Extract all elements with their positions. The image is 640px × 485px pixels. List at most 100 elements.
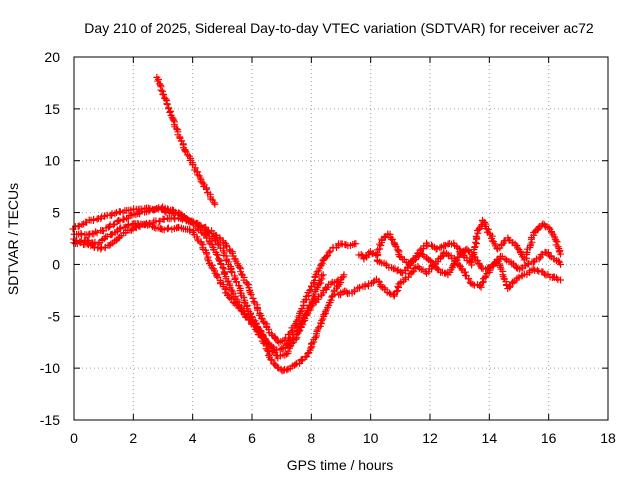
data-point [501,255,509,263]
x-tick-label: 2 [129,430,137,446]
data-point [276,346,284,354]
data-point [156,80,164,88]
data-point [296,320,304,328]
data-point [154,75,162,83]
data-point [236,263,244,271]
data-point [227,267,235,275]
data-point [116,233,124,241]
data-point [524,260,532,268]
data-point [478,279,486,287]
data-point [333,278,341,286]
series-track-e [153,73,219,208]
data-point [334,282,342,290]
data-point [515,265,523,273]
data-point [436,244,444,252]
data-point [213,272,221,280]
data-point [377,242,385,250]
data-point [283,366,291,374]
data-point [184,151,192,159]
data-point [182,148,190,156]
x-axis-label: GPS time / hours [287,457,394,473]
data-point [292,360,300,368]
data-point [318,272,326,280]
chart-title: Day 210 of 2025, Sidereal Day-to-day VTE… [84,20,594,36]
data-point [515,273,523,281]
data-point [311,333,319,341]
data-point [519,253,527,261]
data-point [509,278,516,286]
axis-ticks: 0 2 4 6 8 10 12 14 16 18 -15 -10 -5 0 5 10 15 20 [40,49,616,446]
data-point [486,264,494,272]
data-point [185,217,193,225]
data-point [211,200,219,208]
data-point [356,283,364,291]
data-point [214,240,222,248]
data-point [196,174,204,182]
data-point [203,250,211,258]
data-point [111,210,119,218]
data-point [166,108,174,116]
x-tick-label: 8 [307,430,315,446]
data-point [232,278,240,286]
data-point [478,264,486,272]
data-point [534,224,542,232]
data-point [352,240,360,248]
data-point [228,268,236,276]
data-point [247,313,255,321]
data-point [116,217,124,225]
data-point [393,267,401,275]
data-point [546,252,554,260]
data-point [93,229,101,237]
data-point [533,266,541,274]
y-tick-label: 5 [52,205,60,221]
data-point [380,233,388,241]
x-tick-label: 18 [600,430,616,446]
data-point [432,245,440,253]
data-point [97,245,105,253]
data-point [452,257,460,265]
data-point [78,221,86,229]
data-point [472,232,480,240]
data-point [247,291,255,299]
data-point [170,116,178,124]
series-track-c [70,220,348,375]
data-point [160,215,168,223]
x-tick-label: 4 [189,430,197,446]
data-point [163,100,171,108]
data-point [307,344,315,352]
data-point [263,346,271,354]
data-point [385,289,393,297]
data-point [109,221,117,229]
data-point [262,338,270,346]
data-point [327,296,335,304]
y-tick-label: 0 [52,256,60,272]
data-point [85,231,93,239]
data-point [268,356,276,364]
data-point [506,283,514,291]
data-point [131,223,139,231]
data-point [222,285,230,293]
data-point [217,260,225,268]
series-track-f [335,248,565,300]
data-point [219,264,227,272]
data-point [240,298,248,306]
data-point [321,308,329,316]
data-point [318,317,326,325]
data-point [377,282,385,290]
data-point [145,220,153,228]
data-point [301,353,309,361]
data-point [313,268,321,276]
data-point [76,238,84,246]
data-point [249,295,257,303]
data-point [357,250,365,258]
data-point [181,147,189,155]
grid-lines [74,57,608,420]
y-tick-label: 20 [44,49,60,65]
data-point [392,243,400,250]
data-point [77,230,85,238]
data-point [557,250,565,258]
data-point [250,298,258,306]
data-point [427,257,435,265]
data-point [553,238,561,246]
